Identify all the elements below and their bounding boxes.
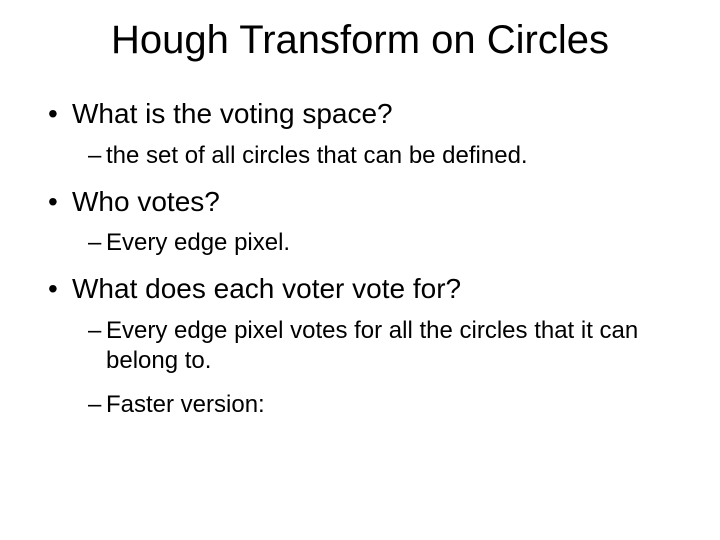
bullet-dot-icon: •	[48, 97, 72, 131]
bullet-level2: – Every edge pixel votes for all the cir…	[88, 316, 660, 376]
bullet-group: • What does each voter vote for? – Every…	[40, 272, 680, 420]
bullet-text: Faster version:	[106, 390, 265, 420]
bullet-dash-icon: –	[88, 390, 106, 420]
bullet-level2: – Faster version:	[88, 390, 660, 420]
bullet-text: Every edge pixel votes for all the circl…	[106, 316, 660, 376]
bullet-text: What does each voter vote for?	[72, 272, 461, 306]
bullet-text: What is the voting space?	[72, 97, 393, 131]
bullet-level2: – Every edge pixel.	[88, 228, 660, 258]
bullet-level1: • What is the voting space?	[48, 97, 680, 131]
bullet-dot-icon: •	[48, 272, 72, 306]
slide: Hough Transform on Circles • What is the…	[0, 0, 720, 540]
bullet-text: the set of all circles that can be defin…	[106, 141, 528, 171]
bullet-text: Who votes?	[72, 185, 220, 219]
slide-title: Hough Transform on Circles	[40, 18, 680, 63]
bullet-level1: • What does each voter vote for?	[48, 272, 680, 306]
bullet-level2: – the set of all circles that can be def…	[88, 141, 660, 171]
bullet-dot-icon: •	[48, 185, 72, 219]
bullet-group: • Who votes? – Every edge pixel.	[40, 185, 680, 259]
bullet-dash-icon: –	[88, 141, 106, 171]
bullet-level1: • Who votes?	[48, 185, 680, 219]
bullet-group: • What is the voting space? – the set of…	[40, 97, 680, 171]
bullet-dash-icon: –	[88, 316, 106, 346]
bullet-dash-icon: –	[88, 228, 106, 258]
bullet-text: Every edge pixel.	[106, 228, 290, 258]
